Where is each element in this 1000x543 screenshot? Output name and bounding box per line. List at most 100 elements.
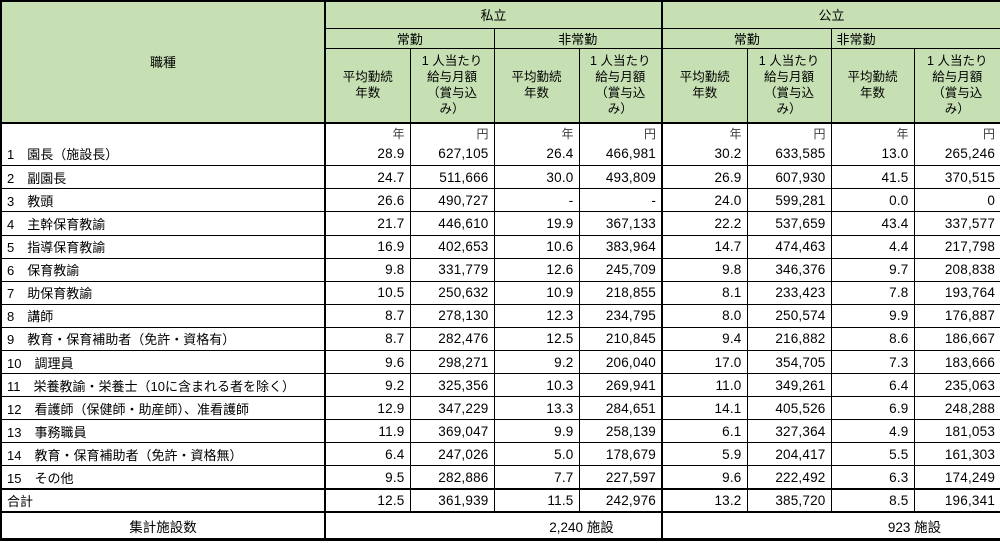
table-row: 10 調理員 9.6 298,271 9.2 206,040 17.0 354,… (0, 349, 1000, 374)
value-cell: 245,709 (578, 257, 663, 282)
value-cell: 369,047 (409, 419, 494, 443)
value-cell: 216,882 (746, 326, 832, 351)
value-cell: 9.4 (661, 326, 748, 351)
value-cell: 599,281 (746, 188, 832, 212)
value-cell: 325,356 (409, 373, 494, 397)
value-cell: 633,585 (746, 142, 832, 166)
job-label: 2 副園長 (0, 165, 325, 189)
footer-private-total: 2,240 施設 (323, 511, 663, 540)
table-row: 8 講師 8.7 278,130 12.3 234,795 8.0 250,57… (0, 303, 1000, 328)
value-cell: 174,249 (913, 465, 1000, 490)
footer-public-total: 923 施設 (661, 511, 1000, 540)
value-cell: 16.9 (324, 234, 410, 259)
header-row-subgroups: 常勤 非常勤 常勤 非常勤 (1, 27, 1000, 49)
value-cell: 30.0 (493, 165, 579, 189)
column-header-salary: 1 人当たり 給与月額 （賞与込 み） (746, 47, 832, 123)
value-cell: 367,133 (578, 211, 663, 235)
table-row: 2 副園長 24.7 511,666 30.0 493,809 26.9 607… (0, 165, 1000, 189)
table-row: 14 教育・保育補助者（免許・資格無） 6.4 247,026 5.0 178,… (0, 442, 1000, 466)
job-column-header: 職種 (0, 0, 325, 123)
value-cell: 9.2 (324, 373, 410, 397)
value-cell: 537,659 (746, 211, 832, 235)
value-cell: 181,053 (913, 419, 1000, 443)
table-row: 13 事務職員 11.9 369,047 9.9 258,139 6.1 327… (0, 419, 1000, 443)
value-cell: 258,139 (578, 419, 663, 443)
table-row: 12 看護師（保健師・助産師）、准看護師 12.9 347,229 13.3 2… (0, 396, 1000, 420)
unit-label-yen: 円 (409, 121, 494, 143)
value-cell: 26.6 (324, 188, 410, 212)
value-cell: 183,666 (913, 349, 1000, 374)
value-cell: 178,679 (578, 442, 663, 466)
value-cell: - (578, 188, 663, 212)
value-cell: 13.2 (661, 488, 748, 513)
value-cell: 8.7 (324, 303, 410, 328)
value-cell: 269,941 (578, 373, 663, 397)
value-cell: 5.5 (830, 442, 915, 466)
value-cell: 337,577 (913, 211, 1000, 235)
column-header-avg-years: 平均勤続 年数 (493, 47, 579, 123)
value-cell: 218,855 (578, 280, 663, 305)
value-cell: - (493, 188, 579, 212)
value-cell: 10.6 (493, 234, 579, 259)
unit-label-year: 年 (324, 121, 410, 143)
total-row: 合計 12.5 361,939 11.5 242,976 13.2 385,72… (0, 488, 1000, 513)
table-row: 7 助保育教諭 10.5 250,632 10.9 218,855 8.1 23… (0, 280, 1000, 305)
unit-row-spacer (0, 121, 325, 143)
value-cell: 14.7 (661, 234, 748, 259)
value-cell: 21.7 (324, 211, 410, 235)
unit-label-yen: 円 (913, 121, 1000, 143)
subgroup-header-public-fulltime: 常勤 (661, 27, 832, 49)
value-cell: 10.9 (493, 280, 579, 305)
value-cell: 196,341 (913, 488, 1000, 513)
value-cell: 9.9 (493, 419, 579, 443)
value-cell: 208,838 (913, 257, 1000, 282)
job-label: 6 保育教諭 (0, 257, 325, 282)
value-cell: 193,764 (913, 280, 1000, 305)
value-cell: 370,515 (913, 165, 1000, 189)
value-cell: 6.3 (830, 465, 915, 490)
value-cell: 222,492 (746, 465, 832, 490)
unit-label-year: 年 (830, 121, 915, 143)
value-cell: 349,261 (746, 373, 832, 397)
job-label: 5 指導保育教諭 (0, 234, 325, 259)
value-cell: 12.6 (493, 257, 579, 282)
value-cell: 607,930 (746, 165, 832, 189)
table-row: 15 その他 9.5 282,886 7.7 227,597 9.6 222,4… (0, 465, 1000, 490)
unit-label-year: 年 (493, 121, 579, 143)
value-cell: 446,610 (409, 211, 494, 235)
value-cell: 9.9 (830, 303, 915, 328)
value-cell: 490,727 (409, 188, 494, 212)
value-cell: 17.0 (661, 349, 748, 374)
value-cell: 346,376 (746, 257, 832, 282)
value-cell: 12.9 (324, 396, 410, 420)
value-cell: 210,845 (578, 326, 663, 351)
value-cell: 233,423 (746, 280, 832, 305)
value-cell: 8.5 (830, 488, 915, 513)
job-label: 7 助保育教諭 (0, 280, 325, 305)
value-cell: 9.6 (661, 465, 748, 490)
job-label: 1 園長（施設長） (0, 142, 325, 166)
value-cell: 234,795 (578, 303, 663, 328)
value-cell: 474,463 (746, 234, 832, 259)
value-cell: 466,981 (578, 142, 663, 166)
value-cell: 28.9 (324, 142, 410, 166)
value-cell: 10.5 (324, 280, 410, 305)
value-cell: 12.5 (324, 488, 410, 513)
unit-label-yen: 円 (578, 121, 663, 143)
unit-row: 年 円 年 円 年 円 年 円 (0, 121, 1000, 143)
table-row: 6 保育教諭 9.8 331,779 12.6 245,709 9.8 346,… (0, 257, 1000, 282)
value-cell: 13.3 (493, 396, 579, 420)
table-row: 4 主幹保育教諭 21.7 446,610 19.9 367,133 22.2 … (0, 211, 1000, 235)
value-cell: 7.7 (493, 465, 579, 490)
value-cell: 327,364 (746, 419, 832, 443)
header-row-columns: 平均勤続 年数 1 人当たり 給与月額 （賞与込 み） 平均勤続 年数 1 人当… (1, 47, 1000, 123)
value-cell: 493,809 (578, 165, 663, 189)
unit-label-year: 年 (661, 121, 748, 143)
value-cell: 6.9 (830, 396, 915, 420)
value-cell: 9.6 (324, 349, 410, 374)
column-header-salary: 1 人当たり 給与月額 （賞与込 み） (578, 47, 663, 123)
value-cell: 627,105 (409, 142, 494, 166)
job-label: 4 主幹保育教諭 (0, 211, 325, 235)
value-cell: 206,040 (578, 349, 663, 374)
value-cell: 282,476 (409, 326, 494, 351)
